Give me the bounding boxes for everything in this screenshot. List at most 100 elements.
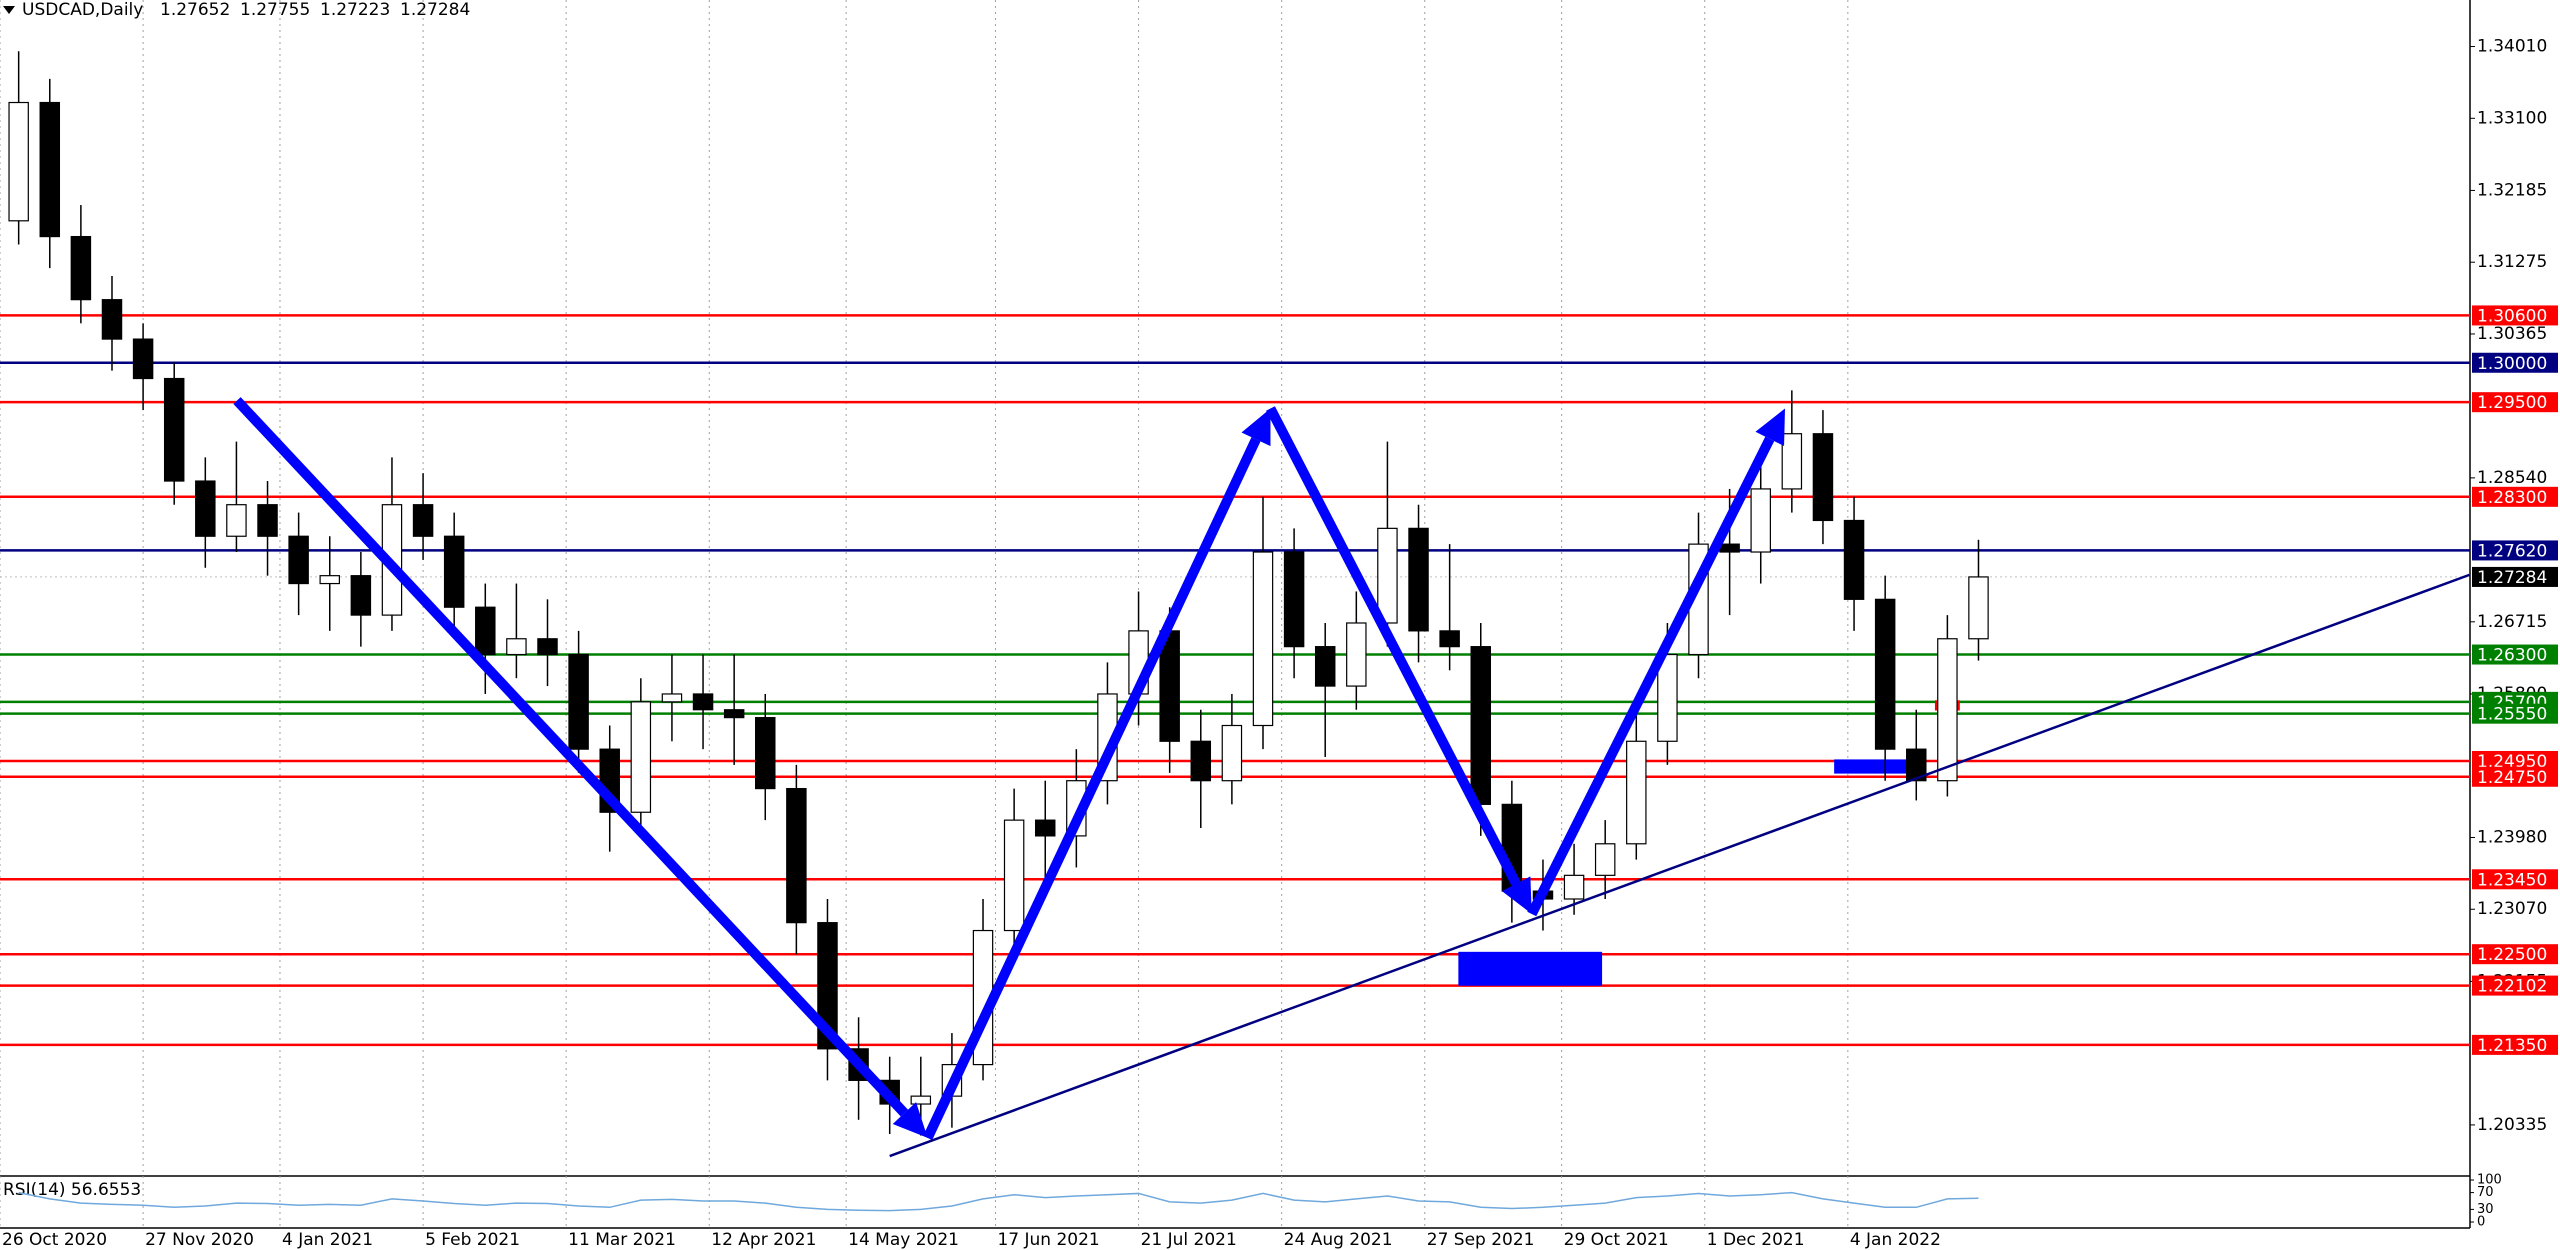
candle-body — [568, 653, 589, 750]
candle-body — [443, 535, 465, 608]
candle-body — [910, 1095, 932, 1105]
candle-body — [786, 787, 807, 924]
y-tick-label: 1.20335 — [2477, 1115, 2547, 1135]
rsi-label: RSI(14) 56.6553 — [3, 1180, 141, 1200]
level-label: 1.25550 — [2477, 705, 2547, 725]
level-label: 1.30000 — [2477, 354, 2547, 374]
arrow-shaft — [233, 397, 909, 1117]
candle-body — [1470, 646, 1491, 805]
x-tick-label: 11 Mar 2021 — [568, 1230, 676, 1250]
candle-body — [1346, 622, 1367, 687]
candle-body — [1626, 740, 1647, 845]
arrow-shaft — [1266, 406, 1521, 887]
candle-body — [817, 922, 838, 1050]
candle-body — [755, 717, 776, 790]
candle-body — [1408, 527, 1429, 632]
candle-body — [288, 535, 309, 585]
x-tick-label: 4 Jan 2022 — [1850, 1230, 1941, 1250]
arrow-head — [1241, 408, 1271, 447]
level-label-box — [2472, 392, 2558, 413]
y-tick-label: 1.23980 — [2477, 827, 2547, 847]
rsi-line — [18, 1191, 1979, 1212]
candle-body — [1034, 819, 1056, 837]
candle-body — [39, 101, 61, 238]
level-label-box — [2472, 1034, 2558, 1055]
header-open: 1.27652 — [160, 0, 230, 20]
candle-body — [692, 693, 714, 711]
level-label: 1.26300 — [2477, 646, 2547, 666]
candle-body — [475, 606, 496, 656]
arrow-head — [892, 1102, 928, 1138]
x-tick-label: 1 Dec 2021 — [1707, 1230, 1805, 1250]
level-label-box — [2472, 540, 2558, 561]
candle-body — [630, 701, 652, 813]
level-label-box — [2472, 703, 2558, 724]
candle-body — [1781, 433, 1803, 490]
rsi-tick-label: 0 — [2477, 1215, 2485, 1230]
level-label-box — [2472, 566, 2558, 587]
candle-body — [319, 575, 340, 585]
rsi-tick-label: 70 — [2477, 1185, 2494, 1200]
level-label-box — [2472, 352, 2558, 373]
x-tick-label: 12 Apr 2021 — [711, 1230, 816, 1250]
level-label: 1.27620 — [2477, 541, 2547, 561]
candle-body — [195, 480, 216, 537]
candle-body — [101, 299, 123, 340]
candle-body — [1439, 630, 1460, 648]
arrow-head — [1755, 408, 1785, 447]
candle-body — [661, 693, 683, 703]
candle-body — [1906, 748, 1927, 782]
level-label-box — [2472, 750, 2558, 771]
candle-body — [1190, 740, 1212, 782]
candle-body — [1657, 653, 1678, 742]
x-tick-label: 27 Sep 2021 — [1427, 1230, 1535, 1250]
candle-body — [1719, 543, 1740, 553]
x-tick-label: 29 Oct 2021 — [1564, 1230, 1669, 1250]
zone — [1458, 951, 1603, 986]
candle-body — [8, 101, 29, 222]
rsi-tick-label: 30 — [2477, 1202, 2494, 1217]
x-tick-label: 5 Feb 2021 — [425, 1230, 520, 1250]
level-label: 1.28300 — [2477, 488, 2547, 508]
candle-body — [350, 575, 372, 616]
x-tick-label: 27 Nov 2020 — [145, 1230, 254, 1250]
level-label-box — [2472, 869, 2558, 890]
x-tick-label: 21 Jul 2021 — [1141, 1230, 1237, 1250]
candle-body — [1252, 551, 1274, 727]
candle-body — [1750, 488, 1771, 553]
candle-body — [132, 338, 154, 380]
level-label: 1.23450 — [2477, 870, 2547, 890]
level-label: 1.30600 — [2477, 306, 2547, 326]
x-tick-label: 24 Aug 2021 — [1284, 1230, 1393, 1250]
y-tick-label: 1.33100 — [2477, 108, 2547, 128]
level-label-box — [2472, 944, 2558, 965]
level-label: 1.22102 — [2477, 977, 2547, 997]
candle-body — [1594, 843, 1616, 876]
candle-body — [1283, 551, 1305, 648]
candle-body — [1314, 646, 1336, 687]
candle-body — [723, 709, 745, 719]
x-tick-label: 17 Jun 2021 — [997, 1230, 1099, 1250]
candle-body — [226, 504, 247, 537]
level-label-box — [2472, 975, 2558, 996]
level-label-box — [2472, 305, 2558, 326]
candle-body — [1003, 819, 1025, 932]
arrow-shaft — [1527, 436, 1775, 917]
arrow-shaft — [923, 437, 1261, 1141]
candle-body — [1563, 874, 1585, 900]
zone — [1834, 759, 1919, 774]
header-close: 1.27284 — [400, 0, 470, 20]
y-tick-label: 1.28540 — [2477, 468, 2547, 488]
candle-body — [506, 638, 527, 656]
level-label: 1.29500 — [2477, 393, 2547, 413]
level-label: 1.21350 — [2477, 1036, 2547, 1056]
header-low: 1.27223 — [320, 0, 390, 20]
candle-body — [163, 377, 185, 482]
level-label: 1.22500 — [2477, 945, 2547, 965]
level-label-box — [2472, 644, 2558, 665]
candle-body — [412, 504, 434, 537]
candle-body — [1812, 433, 1834, 522]
